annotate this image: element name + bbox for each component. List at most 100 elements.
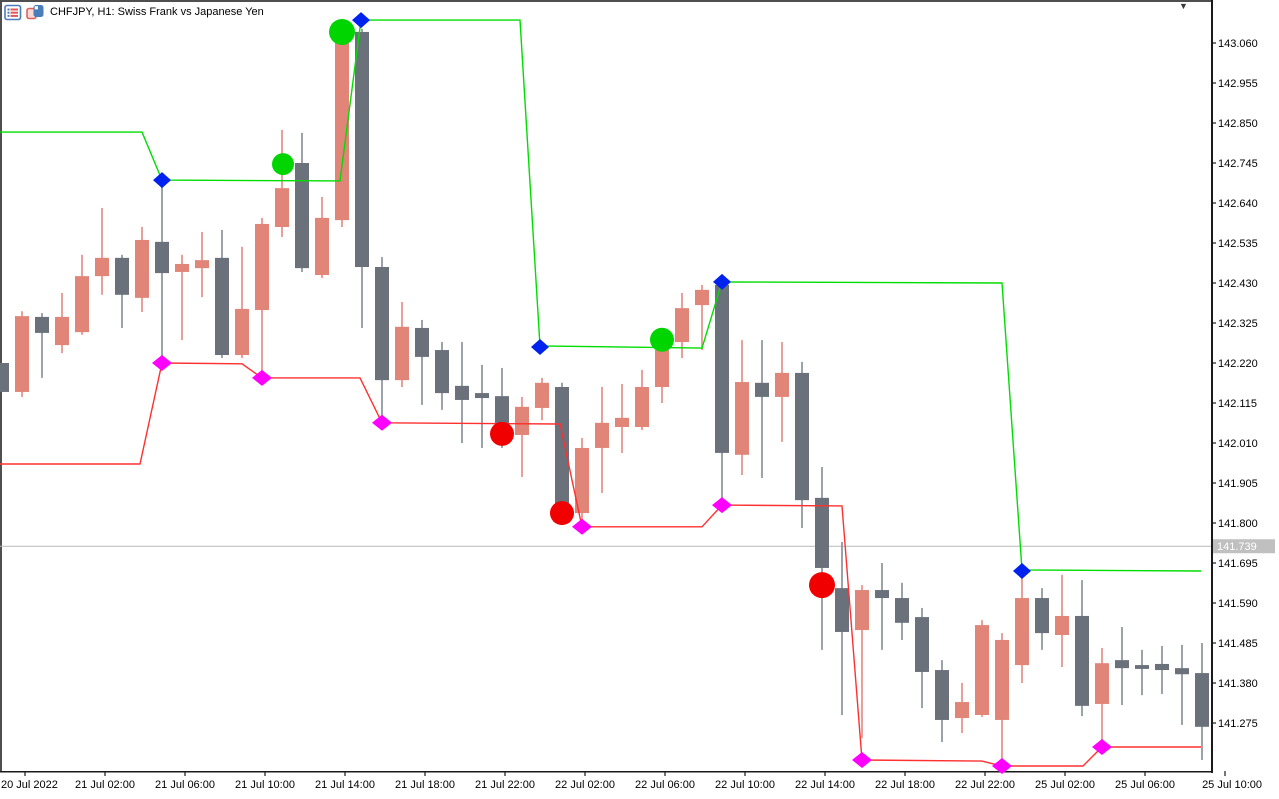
candle-bullish <box>1015 598 1029 666</box>
candle-bearish <box>435 350 449 394</box>
candle-bearish <box>415 327 429 357</box>
trend-flip-down-diamond-marker <box>152 355 172 371</box>
time-tick-label: 21 Jul 18:00 <box>395 779 455 791</box>
trend-flip-up-diamond-marker <box>531 339 549 355</box>
candle-bearish <box>1115 660 1129 669</box>
trend-flip-down-diamond-marker <box>372 414 392 431</box>
price-axis-line <box>1211 0 1213 773</box>
candle-bearish <box>115 257 129 295</box>
price-tick-label: 143.060 <box>1218 38 1258 50</box>
candle-bullish <box>1095 663 1109 704</box>
candle-bearish <box>1195 673 1209 727</box>
candle-bullish <box>695 289 709 306</box>
chart-properties-icon[interactable] <box>4 4 22 21</box>
time-tick-label: 21 Jul 14:00 <box>315 779 375 791</box>
upper-trail-line <box>0 19 1202 572</box>
price-tick-label: 142.220 <box>1218 358 1258 370</box>
candle-bullish <box>335 39 349 221</box>
candle-bearish <box>835 588 849 632</box>
candle-bearish <box>295 163 309 269</box>
candle-bullish <box>635 387 649 427</box>
price-tick-label: 142.430 <box>1218 278 1258 290</box>
candle-bullish <box>575 447 589 514</box>
trend-flip-up-diamond-marker <box>153 172 171 189</box>
chart-toolbar: CHFJPY, H1: Swiss Frank vs Japanese Yen <box>0 0 264 24</box>
time-tick-label: 21 Jul 22:00 <box>475 779 535 791</box>
price-tick-label: 142.745 <box>1218 158 1258 170</box>
trend-flip-down-diamond-marker <box>572 518 592 535</box>
price-tick-label: 141.800 <box>1218 518 1258 530</box>
candle-bearish <box>475 393 489 399</box>
candle-bearish <box>895 598 909 623</box>
candle-bullish <box>535 382 549 408</box>
trend-flip-down-diamond-marker <box>712 497 732 514</box>
trend-flip-up-diamond-marker <box>1013 563 1031 579</box>
bid-price-badge <box>1213 539 1275 554</box>
time-tick-label: 25 Jul 10:00 <box>1202 779 1262 791</box>
candle-bearish <box>155 241 169 274</box>
time-tick-label: 22 Jul 06:00 <box>635 779 695 791</box>
candle-bullish <box>275 188 289 227</box>
candle-bearish <box>795 372 809 501</box>
bid-price-badge-label: 141.739 <box>1217 541 1257 553</box>
candle-bearish <box>875 590 889 599</box>
buy-signal-circle-marker <box>650 327 674 352</box>
price-tick-label: 142.535 <box>1218 238 1258 250</box>
price-tick-label: 141.485 <box>1218 638 1258 650</box>
candle-bullish <box>95 257 109 277</box>
candle-bearish <box>1175 668 1189 675</box>
price-tick-label: 141.905 <box>1218 478 1258 490</box>
candle-bearish <box>1155 663 1169 671</box>
trend-flip-down-diamond-marker <box>852 751 872 768</box>
price-tick-label: 142.010 <box>1218 438 1258 450</box>
time-tick-label: 22 Jul 10:00 <box>715 779 775 791</box>
candle-bullish <box>195 260 209 269</box>
candle-bearish <box>815 497 829 568</box>
price-tick-label: 141.695 <box>1218 558 1258 570</box>
candle-bullish <box>955 702 969 719</box>
candle-bullish <box>75 276 89 333</box>
candle-bearish <box>1075 615 1089 706</box>
candle-bullish <box>975 625 989 715</box>
sell-signal-circle-marker <box>550 501 574 526</box>
candle-bearish <box>355 31 369 268</box>
candle-bullish <box>735 382 749 455</box>
time-tick-label: 25 Jul 06:00 <box>1115 779 1175 791</box>
time-tick-label: 21 Jul 06:00 <box>155 779 215 791</box>
chart-type-candles-icon[interactable] <box>26 4 44 21</box>
candle-bullish <box>595 422 609 448</box>
candle-bullish <box>235 308 249 355</box>
candle-bearish <box>455 385 469 400</box>
candle-bullish <box>15 316 29 392</box>
time-tick-label: 21 Jul 02:00 <box>75 779 135 791</box>
candle-bullish <box>135 239 149 298</box>
candle-bullish <box>395 326 409 381</box>
candle-bullish <box>855 590 869 631</box>
chart-menu-arrow-icon[interactable]: ▼ <box>1179 1 1188 11</box>
candle-bullish <box>775 372 789 397</box>
candle-bearish <box>1035 598 1049 634</box>
price-tick-label: 141.275 <box>1218 718 1258 730</box>
candle-bullish <box>315 217 329 275</box>
candle-bullish <box>255 223 269 311</box>
sell-signal-circle-marker <box>809 572 835 599</box>
candle-bearish <box>715 284 729 453</box>
price-tick-label: 142.850 <box>1218 118 1258 130</box>
time-tick-label: 22 Jul 14:00 <box>795 779 855 791</box>
candle-bearish <box>555 387 569 507</box>
candle-bearish <box>215 257 229 355</box>
price-tick-label: 141.590 <box>1218 598 1258 610</box>
candle-bullish <box>175 263 189 272</box>
trend-flip-up-diamond-marker <box>352 12 370 29</box>
price-tick-label: 142.115 <box>1218 398 1257 410</box>
candle-bearish <box>755 382 769 397</box>
time-tick-label: 22 Jul 18:00 <box>875 779 935 791</box>
trend-flip-up-diamond-marker <box>713 273 731 290</box>
time-tick-label: 22 Jul 02:00 <box>555 779 615 791</box>
candle-bullish <box>515 406 529 435</box>
price-tick-label: 141.380 <box>1218 678 1258 690</box>
candle-bullish <box>1055 615 1069 635</box>
buy-signal-circle-marker <box>272 153 294 176</box>
time-tick-label: 21 Jul 10:00 <box>235 779 295 791</box>
